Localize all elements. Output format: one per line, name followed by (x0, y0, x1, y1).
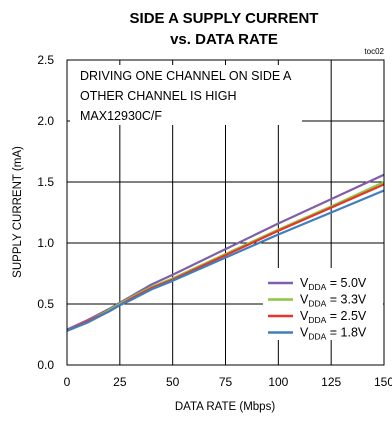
x-tick-label: 50 (166, 375, 180, 389)
y-tick-label: 2.0 (37, 114, 54, 128)
x-tick-label: 125 (321, 375, 341, 389)
legend-background (263, 268, 383, 340)
x-tick-label: 0 (64, 375, 71, 389)
annotation-line-2: OTHER CHANNEL IS HIGH (80, 89, 237, 103)
series-lines (66, 173, 385, 332)
x-tick-label: 100 (268, 375, 288, 389)
x-axis-label: DATA RATE (Mbps) (175, 401, 275, 413)
plot-frame (66, 59, 385, 366)
x-tick-labels: 0 25 50 75 100 125 150 (64, 375, 392, 389)
y-tick-label: 1.0 (37, 236, 54, 250)
y-tick-label: 0.5 (37, 297, 54, 311)
y-tick-label: 1.5 (37, 175, 54, 189)
figure-id: toc02 (364, 47, 384, 56)
chart-title: SIDE A SUPPLY CURRENT (130, 10, 319, 27)
chart-subtitle: vs. DATA RATE (170, 31, 278, 48)
x-tick-label: 25 (113, 375, 127, 389)
annotation-box: DRIVING ONE CHANNEL ON SIDE A OTHER CHAN… (70, 65, 302, 125)
annotation-line-1: DRIVING ONE CHANNEL ON SIDE A (80, 69, 292, 83)
y-tick-label: 2.5 (37, 53, 54, 67)
annotation-line-3: MAX12930C/F (80, 109, 162, 123)
y-axis-label: SUPPLY CURRENT (mA) (12, 146, 24, 278)
y-tick-label: 0.0 (37, 358, 54, 372)
x-tick-label: 75 (219, 375, 233, 389)
y-tick-labels: 0.0 0.5 1.0 1.5 2.0 2.5 (37, 53, 54, 372)
x-tick-label: 150 (374, 375, 392, 389)
series-line-18V (66, 189, 385, 332)
